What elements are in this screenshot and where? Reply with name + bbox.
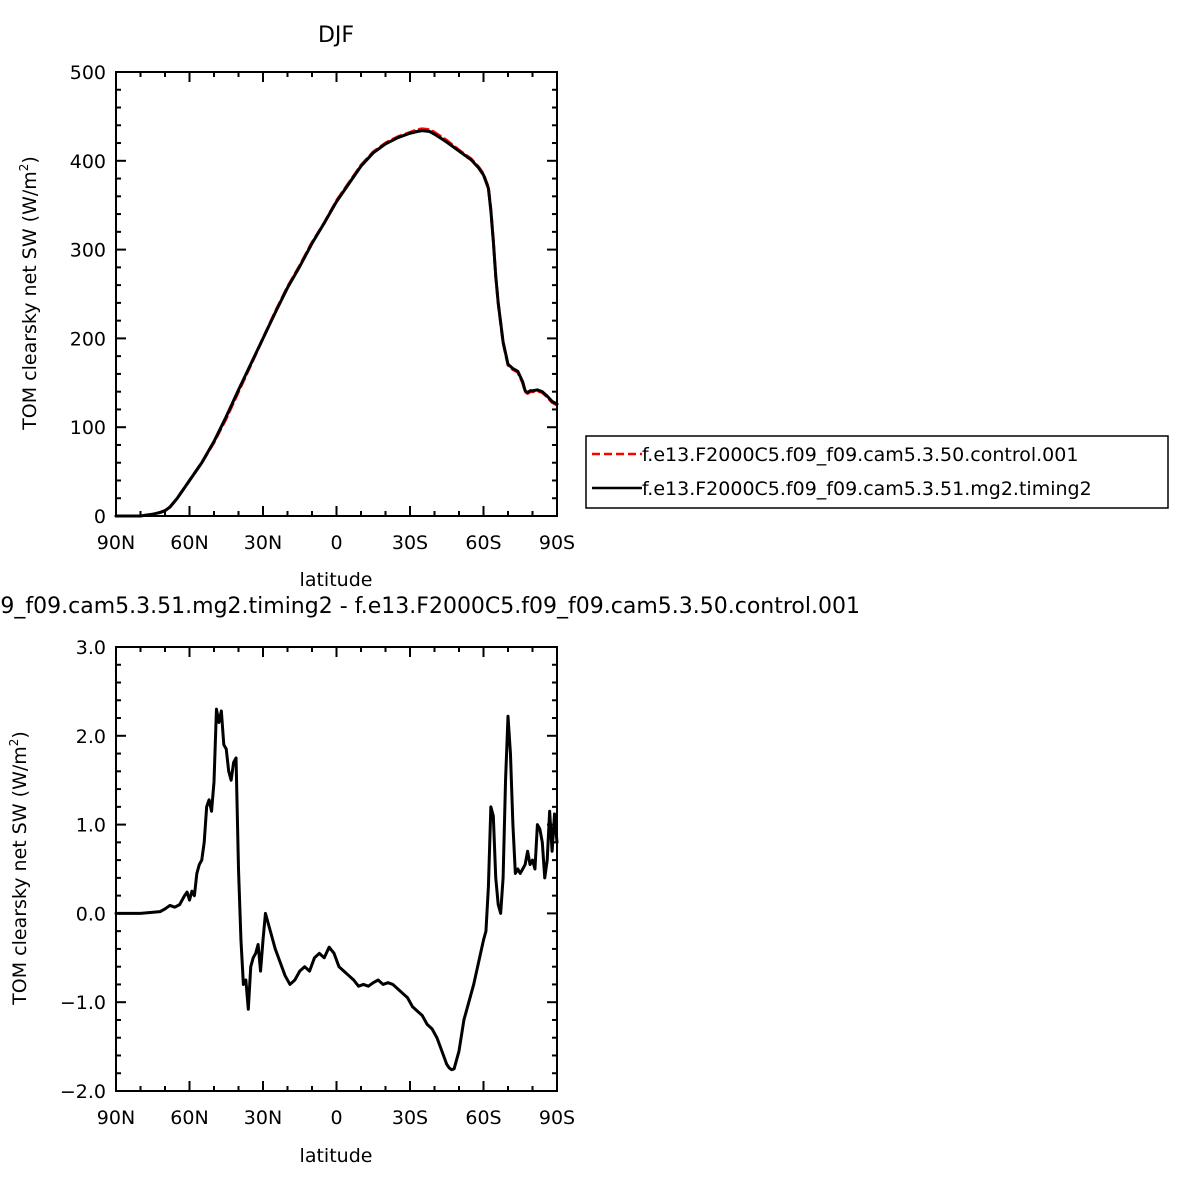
legend: f.e13.F2000C5.f09_f09.cam5.3.50.control.… <box>585 435 1169 509</box>
top-x-tick-label: 90N <box>97 532 135 554</box>
top-x-tick-label: 60S <box>465 532 501 554</box>
top-y-tick-label: 100 <box>70 417 106 439</box>
top-y-tick-label: 0 <box>94 506 106 528</box>
bottom-chart-title: f.e13.F2000C5.f09_f09.cam5.3.51.mg2.timi… <box>0 594 860 619</box>
bottom-x-tick-label: 60S <box>465 1107 501 1129</box>
bottom-x-tick-label: 90S <box>539 1107 575 1129</box>
top-plot-area: 90N 60N 30N 0 30S 60S 90S 0 100 200 300 400 500 <box>70 62 575 554</box>
top-y-tick-label: 500 <box>70 62 106 84</box>
bottom-x-axis-label: latitude <box>300 1145 373 1167</box>
bottom-plot-frame <box>115 646 558 1092</box>
top-y-axis-label-close: ) <box>19 156 41 163</box>
bottom-y-axis-label-main: TOM clearsky net SW (W/m <box>9 746 31 1006</box>
bottom-y-tick-label: 1.0 <box>76 815 106 837</box>
bottom-y-tick-label: 0.0 <box>76 903 106 925</box>
legend-frame <box>585 435 1169 509</box>
top-y-axis-label-sup: 2 <box>17 164 31 172</box>
top-y-axis-label-main: TOM clearsky net SW (W/m <box>19 171 41 431</box>
top-y-tick-label: 300 <box>70 240 106 262</box>
bottom-y-tick-label: 2.0 <box>76 726 106 748</box>
top-chart-title: DJF <box>318 23 354 48</box>
top-y-tick-label: 200 <box>70 328 106 350</box>
top-x-tick-label: 30N <box>244 532 282 554</box>
bottom-panel: f.e13.F2000C5.f09_f09.cam5.3.51.mg2.timi… <box>0 594 860 1167</box>
top-panel: DJF 90N 60N 30N 0 30S 60S 90S0100200300400500 … <box>17 23 575 591</box>
top-y-tick-label: 400 <box>70 151 106 173</box>
bottom-x-tick-label: 90N <box>97 1107 135 1129</box>
top-series-line-0 <box>114 127 559 518</box>
bottom-x-tick-label: 60N <box>170 1107 208 1129</box>
top-x-tick-label: 90S <box>539 532 575 554</box>
bottom-y-axis-label-close: ) <box>9 731 31 738</box>
top-plot-frame <box>115 71 558 517</box>
top-x-tick-label: 60N <box>170 532 208 554</box>
top-x-tick-label: 0 <box>330 532 342 554</box>
top-series-line-1 <box>114 129 559 518</box>
legend-label-control: f.e13.F2000C5.f09_f09.cam5.3.50.control.… <box>642 444 1078 466</box>
bottom-y-tick-label: −2.0 <box>60 1081 106 1103</box>
bottom-plot-area: 90N 60N 30N 0 30S 60S 90S −2.0 −1.0 0.0 1.0 2.0 3.0 <box>60 637 575 1129</box>
bottom-series-line-0 <box>114 707 559 1072</box>
bottom-x-tick-label: 0 <box>330 1107 342 1129</box>
top-x-tick-label: 30S <box>392 532 428 554</box>
bottom-x-tick-label: 30S <box>392 1107 428 1129</box>
bottom-y-axis-label: TOM clearsky net SW (W/m2) <box>7 731 31 1006</box>
top-x-axis-label: latitude <box>300 569 373 591</box>
bottom-y-axis-label-sup: 2 <box>7 739 21 747</box>
bottom-y-tick-label: −1.0 <box>60 992 106 1014</box>
bottom-y-tick-label: 3.0 <box>76 637 106 659</box>
legend-label-timing2: f.e13.F2000C5.f09_f09.cam5.3.51.mg2.timi… <box>642 478 1092 500</box>
bottom-x-tick-label: 30N <box>244 1107 282 1129</box>
top-y-axis-label: TOM clearsky net SW (W/m2) <box>17 156 41 431</box>
